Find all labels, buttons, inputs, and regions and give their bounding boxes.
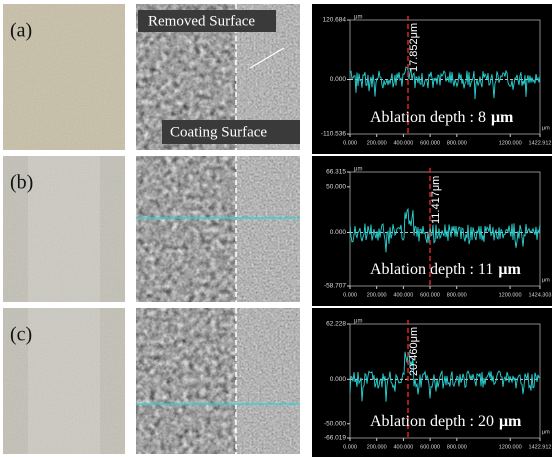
x-tick-label: 200.000 bbox=[367, 140, 387, 146]
x-unit: μm bbox=[542, 125, 550, 131]
y-unit: μm bbox=[354, 15, 362, 21]
x-tick-label: 800.000 bbox=[447, 292, 467, 298]
y-tick-label: 0.000 bbox=[330, 76, 347, 83]
ablation-depth: Ablation depth : 8 μm bbox=[370, 109, 514, 126]
depth-marker: 17.852μm bbox=[408, 23, 420, 72]
ablation-depth: Ablation depth : 11 μm bbox=[370, 261, 521, 278]
x-tick-label: 200.000 bbox=[367, 292, 387, 298]
figure: (a) Removed Surface Coating Surface μm 120.6… bbox=[0, 0, 552, 457]
y-tick-label: -110.536 bbox=[321, 131, 347, 138]
micrograph-coating bbox=[236, 156, 300, 302]
x-tick-label: 0.000 bbox=[343, 444, 357, 450]
x-tick-label: 1200.000 bbox=[499, 444, 522, 450]
y-tick-label: 50.000 bbox=[326, 184, 346, 191]
x-tick-label: 1200.000 bbox=[499, 292, 522, 298]
x-unit: μm bbox=[542, 429, 550, 435]
micrograph-coating bbox=[236, 308, 300, 454]
x-unit: μm bbox=[542, 277, 550, 283]
x-tick-label: 600.000 bbox=[420, 444, 440, 450]
profile-bg bbox=[312, 308, 552, 457]
ablation-text: Ablation depth : 8 bbox=[370, 109, 486, 126]
x-tick-label: 1422.912 bbox=[529, 444, 552, 450]
ablation-text: Ablation depth : 11 bbox=[370, 261, 493, 278]
x-tick-label: 600.000 bbox=[420, 140, 440, 146]
x-tick-label: 1200.000 bbox=[499, 140, 522, 146]
ablation-unit: μm bbox=[498, 261, 521, 278]
ablation-unit: μm bbox=[491, 109, 514, 126]
y-tick-label: 0.000 bbox=[330, 376, 347, 383]
x-tick-label: 800.000 bbox=[447, 444, 467, 450]
y-tick-label: 120.684 bbox=[323, 17, 347, 24]
panel-label: (c) bbox=[10, 324, 32, 346]
x-tick-label: 400.000 bbox=[393, 444, 413, 450]
stripe bbox=[28, 156, 100, 302]
y-tick-label: 66.315 bbox=[326, 169, 346, 176]
x-tick-label: 1422.912 bbox=[529, 140, 552, 146]
y-tick-label: 0.000 bbox=[330, 229, 347, 236]
removed-label: Removed Surface bbox=[148, 13, 255, 29]
coating-label: Coating Surface bbox=[170, 124, 267, 140]
y-tick-label: -50.000 bbox=[324, 420, 346, 427]
y-unit: μm bbox=[354, 167, 362, 173]
x-tick-label: 600.000 bbox=[420, 292, 440, 298]
depth-marker: 20.460μm bbox=[408, 327, 420, 376]
y-tick-label: -66.019 bbox=[324, 435, 346, 442]
x-tick-label: 400.000 bbox=[393, 140, 413, 146]
x-tick-label: 200.000 bbox=[367, 444, 387, 450]
y-unit: μm bbox=[354, 319, 362, 325]
x-tick-label: 0.000 bbox=[343, 140, 357, 146]
y-tick-label: 62.228 bbox=[326, 321, 346, 328]
x-tick-label: 0.000 bbox=[343, 292, 357, 298]
stripe bbox=[28, 308, 100, 454]
x-tick-label: 1424.303 bbox=[529, 292, 552, 298]
panel-label: (b) bbox=[10, 172, 33, 194]
ablation-text: Ablation depth : 20 bbox=[370, 413, 494, 430]
x-tick-label: 400.000 bbox=[393, 292, 413, 298]
panel-label: (a) bbox=[10, 20, 32, 42]
x-tick-label: 800.000 bbox=[447, 140, 467, 146]
ablation-depth: Ablation depth : 20 μm bbox=[370, 413, 522, 430]
depth-marker: 11.417μm bbox=[430, 176, 442, 224]
y-tick-label: -58.707 bbox=[324, 283, 346, 290]
ablation-unit: μm bbox=[499, 413, 522, 430]
